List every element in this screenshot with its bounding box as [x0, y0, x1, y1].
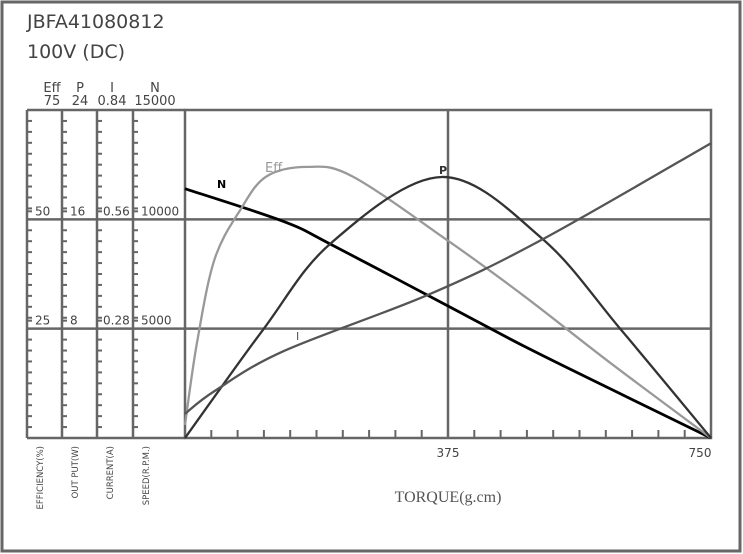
axis-label-p: OUT PUT(W)	[71, 446, 81, 498]
axis-max-n: 15000	[134, 94, 175, 109]
axis-tick-label-i: 0.56	[103, 204, 130, 218]
x-axis-label: TORQUE(g.cm)	[395, 489, 502, 506]
chart-title: JBFA41080812	[26, 11, 165, 33]
series-label-eff: Eff	[265, 161, 283, 176]
chart-subtitle: 100V (DC)	[27, 41, 125, 63]
axis-label-i: CURRENT(A)	[106, 446, 116, 499]
series-label-p: P	[439, 164, 447, 177]
axis-header-n: N	[150, 81, 160, 96]
axis-max-p: 24	[72, 94, 89, 109]
series-label-i: I	[296, 330, 299, 343]
axis-tick-label-p: 8	[70, 314, 78, 328]
series-line-i	[184, 142, 712, 415]
axis-tick-label-n: 5000	[141, 314, 172, 328]
axis-max-i: 0.84	[98, 94, 127, 109]
axis-max-eff: 75	[44, 94, 61, 109]
axis-label-n: SPEED(R.P.M.)	[142, 446, 152, 505]
series-line-p	[184, 175, 712, 439]
axis-tick-label-i: 0.28	[103, 314, 130, 328]
axis-tick-label-p: 16	[70, 204, 85, 218]
x-tick-750: 750	[689, 446, 712, 460]
axis-header-p: P	[76, 81, 84, 96]
series-label-n: N	[217, 178, 226, 191]
axis-header-eff: Eff	[43, 81, 61, 96]
series-line-n	[184, 187, 712, 440]
series-line-eff	[183, 165, 712, 439]
axis-tick-label-n: 10000	[141, 204, 179, 218]
axis-header-i: I	[110, 81, 114, 96]
axis-label-eff: EFFICIENCY(%)	[36, 446, 46, 510]
axis-tick-label-eff: 50	[35, 204, 50, 218]
x-tick-375: 375	[437, 446, 460, 460]
axis-tick-label-eff: 25	[35, 314, 50, 328]
